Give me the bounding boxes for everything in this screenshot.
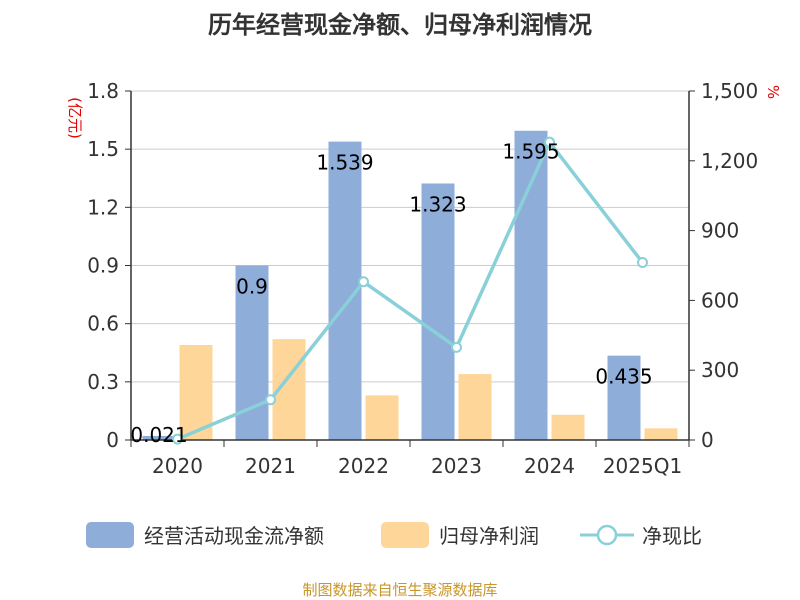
x-tick-label: 2025Q1: [603, 454, 682, 478]
legend-label-ratio: 净现比: [642, 524, 702, 548]
bar-profit: [365, 395, 399, 440]
legend-label-profit: 归母净利润: [439, 524, 539, 548]
y-right-tick-label: 0: [701, 428, 714, 452]
data-label-cashflow: 0.9: [236, 275, 268, 299]
y-right-tick-label: 1,500: [701, 79, 758, 103]
x-tick-label: 2020: [152, 454, 203, 478]
bar-profit: [458, 374, 492, 440]
bar-cashflow: [142, 435, 176, 440]
bar-cashflow: [514, 130, 548, 440]
legend-marker-ratio: [596, 524, 618, 546]
bar-cashflow: [607, 355, 641, 440]
legend-label-cashflow: 经营活动现金流净额: [144, 524, 324, 548]
y-left-tick-label: 0.9: [87, 254, 119, 278]
y-left-tick-label: 0.6: [87, 312, 119, 336]
y-right-unit: %: [764, 85, 782, 99]
data-label-cashflow: 1.539: [316, 151, 373, 175]
grid-lines: [131, 90, 689, 383]
y-left-tick-label: 0.3: [87, 370, 119, 394]
data-labels-group: 0.021 0.9 1.539 1.323 1.595 0.435: [130, 140, 652, 447]
x-tick-label: 2022: [338, 454, 389, 478]
y-right-tick-label: 1,200: [701, 149, 758, 173]
bars-group: [142, 130, 678, 441]
legend: 经营活动现金流净额 归母净利润 净现比: [86, 522, 702, 548]
ratio-point: [172, 433, 183, 445]
ratio-point: [637, 256, 648, 268]
data-label-cashflow: 1.323: [409, 192, 466, 216]
legend-swatch-profit: [381, 522, 429, 548]
ratio-point: [358, 276, 369, 288]
data-label-cashflow: 0.021: [130, 423, 187, 447]
y-left-unit: (亿元): [66, 97, 84, 139]
axes-group: 0 0.3 0.6 0.9 1.2 1.5 1.8 0 300 600 900 1,200 1,500 2…: [87, 79, 758, 478]
bar-cashflow: [421, 183, 455, 441]
data-label-cashflow: 1.595: [502, 140, 559, 164]
y-left-tick-label: 0: [106, 428, 119, 452]
y-right-tick-label: 600: [701, 288, 739, 312]
x-tick-label: 2024: [524, 454, 575, 478]
source-note: 制图数据来自恒生聚源数据库: [302, 581, 497, 599]
ratio-line-group: [172, 136, 648, 445]
ratio-point: [265, 394, 276, 406]
bar-profit: [179, 344, 213, 440]
y-left-tick-label: 1.2: [87, 195, 119, 219]
bar-profit: [551, 414, 585, 440]
y-left-tick-label: 1.5: [87, 137, 119, 161]
y-left-tick-label: 1.8: [87, 79, 119, 103]
ratio-point: [451, 341, 462, 353]
x-tick-label: 2021: [245, 454, 296, 478]
x-tick-label: 2023: [431, 454, 482, 478]
ratio-point: [544, 136, 555, 148]
bar-profit: [644, 428, 678, 440]
legend-swatch-cashflow: [86, 522, 134, 548]
y-right-tick-label: 900: [701, 219, 739, 243]
chart-title: 历年经营现金净额、归母净利润情况: [208, 11, 592, 39]
y-right-tick-label: 300: [701, 358, 739, 382]
ratio-line: [176, 140, 644, 441]
data-label-cashflow: 0.435: [595, 365, 652, 389]
